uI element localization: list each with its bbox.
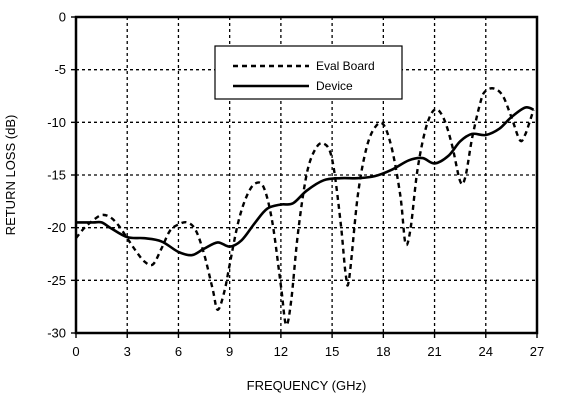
x-tick-label: 3 <box>124 344 131 359</box>
grid-lines <box>76 17 537 333</box>
tick-labels: 0 3 6 9 12 15 18 21 24 27 0 -5 -10 -15 -20 -25 -30 <box>47 10 544 360</box>
x-tick-label: 27 <box>530 344 544 359</box>
y-axis-title: RETURN LOSS (dB) <box>3 115 18 236</box>
legend-label-device: Device <box>316 79 353 93</box>
series-line-device <box>76 106 535 257</box>
x-tick-label: 18 <box>376 344 390 359</box>
y-tick-label: -25 <box>47 273 66 288</box>
plot-frame <box>74 15 539 335</box>
y-tick-label: -15 <box>47 168 66 183</box>
x-tick-label: 6 <box>175 344 182 359</box>
x-tick-label: 0 <box>72 344 79 359</box>
x-tick-label: 12 <box>274 344 288 359</box>
y-tick-label: -10 <box>47 115 66 130</box>
x-tick-label: 24 <box>479 344 493 359</box>
x-tick-label: 21 <box>427 344 441 359</box>
x-axis-title: FREQUENCY (GHz) <box>247 378 367 393</box>
y-tick-label: -5 <box>54 62 66 77</box>
x-tick-label: 15 <box>325 344 339 359</box>
y-tick-label: 0 <box>59 10 66 25</box>
x-tick-label: 9 <box>226 344 233 359</box>
y-tick-label: -20 <box>47 220 66 235</box>
series-lines <box>75 87 535 327</box>
legend-box <box>214 45 403 100</box>
legend: Eval Board Device <box>214 45 403 100</box>
series-line-eval-board <box>75 87 535 327</box>
y-tick-label: -30 <box>47 326 66 341</box>
legend-label-eval-board: Eval Board <box>316 59 375 73</box>
